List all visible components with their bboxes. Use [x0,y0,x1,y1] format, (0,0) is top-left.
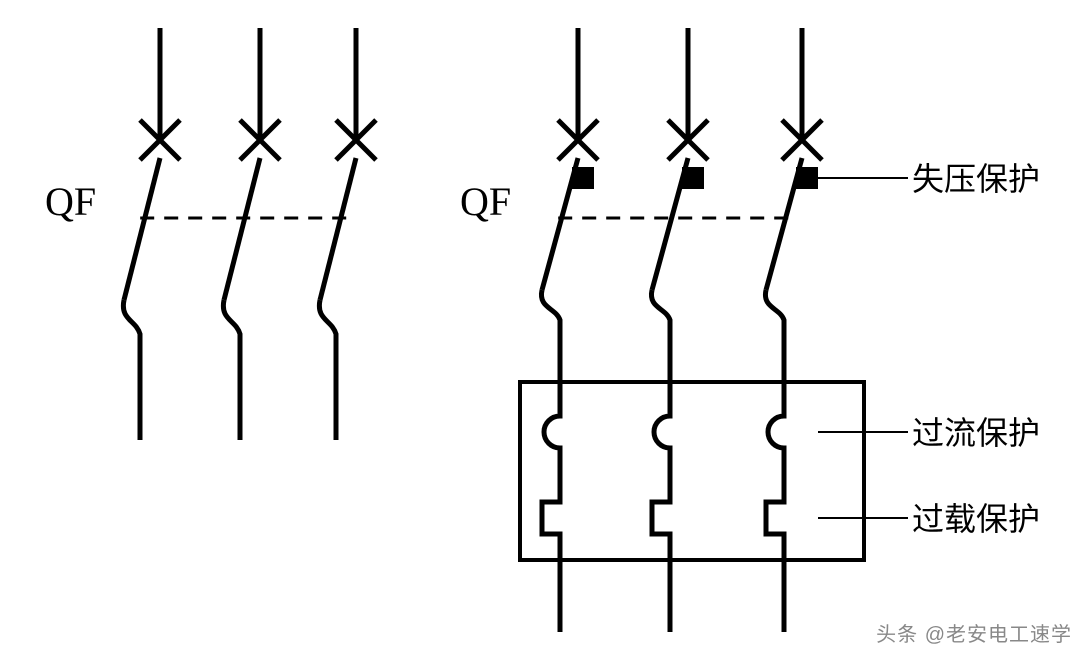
pole-through-box [766,382,784,560]
mid-line [651,290,670,382]
right-protected-breaker: QF 失压保护过流保护过载保护 [460,28,1040,632]
moving-contact [542,158,578,290]
protection-box [520,382,864,560]
watermark-1: 头条 @老安电工速学 [876,618,1072,647]
annot-overload-label: 过载保护 [912,501,1040,537]
moving-contact [652,158,688,290]
pole-through-box [652,382,670,560]
pole-through-box [542,382,560,560]
outgoing-line [319,300,336,440]
annot-undervoltage-label: 失压保护 [912,161,1040,197]
moving-contact [766,158,802,290]
mid-line [541,290,560,382]
circuit-breaker-diagram: QF QF 失压保护过流保护过载保护 [0,0,1082,653]
moving-contact [224,158,260,300]
outgoing-line [223,300,240,440]
qf-label-right: QF [460,179,511,224]
moving-contact [320,158,356,300]
moving-contact [124,158,160,300]
annot-overcurrent-label: 过流保护 [912,415,1040,451]
outgoing-line [123,300,140,440]
mid-line [765,290,784,382]
qf-label-left: QF [45,179,96,224]
left-simple-breaker: QF [45,28,376,440]
